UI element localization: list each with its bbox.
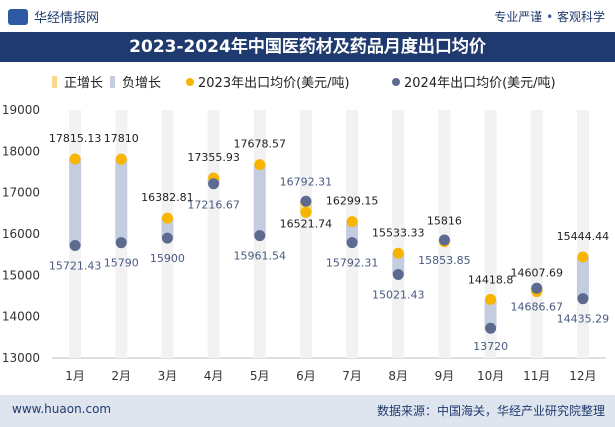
brand-logo-icon <box>8 8 28 25</box>
data-label-2023: 15444.44 <box>557 230 610 243</box>
data-label-2024: 13720 <box>473 340 508 353</box>
point-2023 <box>161 212 173 224</box>
y-tick-label: 18000 <box>2 144 40 158</box>
legend-label: 2024年出口均价(美元/吨) <box>404 76 556 91</box>
x-tick-label: 3月 <box>158 369 178 383</box>
data-label-2023: 17810 <box>104 132 139 145</box>
y-tick-label: 16000 <box>2 227 40 241</box>
footer: www.huaon.com 数据来源：中国海关，华经产业研究院整理 <box>0 395 615 427</box>
point-2024 <box>161 232 173 244</box>
data-label-2024: 15961.54 <box>234 250 287 263</box>
point-2023 <box>69 153 81 165</box>
tag-left: 专业严谨 <box>494 10 543 24</box>
point-2023 <box>485 293 497 305</box>
y-tick-label: 13000 <box>2 351 40 365</box>
data-label-2024: 15853.85 <box>418 254 471 267</box>
data-label-2023: 15533.33 <box>372 226 425 239</box>
footer-source: 数据来源：中国海关，华经产业研究院整理 <box>376 404 605 418</box>
data-label-2024: 14686.67 <box>511 300 564 313</box>
point-2024 <box>300 195 312 207</box>
point-2023 <box>300 206 312 218</box>
legend-swatch <box>52 76 57 88</box>
data-label-2023: 16521.74 <box>280 217 333 230</box>
point-2023 <box>254 159 266 171</box>
x-tick-label: 1月 <box>65 369 85 383</box>
negative-growth-bar <box>576 256 589 299</box>
x-tick-label: 10月 <box>477 369 504 383</box>
data-label-2023: 17815.13 <box>49 132 102 145</box>
negative-growth-bar <box>484 299 497 329</box>
point-2024 <box>346 237 358 249</box>
data-label-2024: 15790 <box>104 257 139 270</box>
column-background <box>530 110 543 358</box>
point-2023 <box>346 216 358 228</box>
y-tick-label: 15000 <box>2 268 40 282</box>
column-background <box>299 110 312 358</box>
y-tick-label: 19000 <box>2 103 40 117</box>
data-label-2024: 14435.29 <box>557 313 610 326</box>
data-label-2023: 16382.81 <box>141 191 194 204</box>
data-label-2024: 15021.43 <box>372 288 425 301</box>
column-background <box>392 110 405 358</box>
point-2024 <box>392 268 404 280</box>
negative-growth-bar <box>346 221 359 243</box>
point-2023 <box>392 247 404 259</box>
data-label-2024: 15900 <box>150 252 185 265</box>
data-label-2023: 14418.8 <box>468 273 514 286</box>
x-tick-label: 6月 <box>296 369 316 383</box>
x-tick-label: 4月 <box>204 369 224 383</box>
point-2024 <box>485 322 497 334</box>
data-label-2023: 16299.15 <box>326 195 379 208</box>
x-tick-label: 9月 <box>435 369 455 383</box>
header-tags: 专业严谨 • 客观科学 <box>494 8 605 25</box>
legend-swatch <box>186 78 194 86</box>
x-tick-label: 5月 <box>250 369 270 383</box>
x-tick-label: 7月 <box>342 369 362 383</box>
point-2024 <box>69 240 81 252</box>
negative-growth-bar <box>253 164 266 236</box>
data-label-2024: 15792.31 <box>326 257 379 270</box>
legend-label: 正增长 <box>64 76 103 91</box>
x-tick-label: 2月 <box>111 369 131 383</box>
top-bar: 华经情报网 专业严谨 • 客观科学 <box>0 0 615 32</box>
positive-growth-bar <box>299 201 312 213</box>
negative-growth-bar <box>69 158 82 246</box>
x-tick-label: 8月 <box>388 369 408 383</box>
x-tick-label: 11月 <box>523 369 550 383</box>
data-label-2023: 17355.93 <box>187 151 240 164</box>
legend-label: 负增长 <box>122 76 161 91</box>
footer-url: www.huaon.com <box>12 402 112 416</box>
chart-area: 正增长 负增长 2023年出口均价(美元/吨) 2024年出口均价(美元/吨) 1300… <box>2 76 610 383</box>
column-background <box>207 110 220 358</box>
point-2024 <box>577 293 589 305</box>
point-2023 <box>115 153 127 165</box>
data-label-2023: 17678.57 <box>234 138 287 151</box>
negative-growth-bar <box>161 218 174 239</box>
y-tick-label: 14000 <box>2 310 40 324</box>
negative-growth-bar <box>392 253 405 275</box>
brand-name: 华经情报网 <box>34 11 100 26</box>
point-2024 <box>438 234 450 246</box>
legend-swatch <box>110 76 115 88</box>
data-label-2023: 15816 <box>427 215 462 228</box>
data-label-2023: 14607.69 <box>511 267 564 280</box>
tag-right: 客观科学 <box>556 10 605 24</box>
x-tick-label: 12月 <box>569 369 596 383</box>
data-label-2024: 15721.43 <box>49 260 102 273</box>
negative-growth-bar <box>115 159 128 243</box>
point-2024 <box>115 237 127 249</box>
tag-separator: • <box>546 10 554 24</box>
data-label-2024: 17216.67 <box>187 199 240 212</box>
brand: 华经情报网 <box>8 7 99 26</box>
y-tick-label: 17000 <box>2 186 40 200</box>
data-label-2024: 16792.31 <box>280 175 333 188</box>
point-2024 <box>531 282 543 294</box>
chart-title: 2023-2024年中国医药材及药品月度出口均价 <box>0 32 615 62</box>
legend-label: 2023年出口均价(美元/吨) <box>198 76 350 91</box>
point-2024 <box>254 230 266 242</box>
column-background <box>438 110 451 358</box>
point-2023 <box>577 251 589 263</box>
point-2024 <box>208 178 220 190</box>
legend-swatch <box>392 78 400 86</box>
